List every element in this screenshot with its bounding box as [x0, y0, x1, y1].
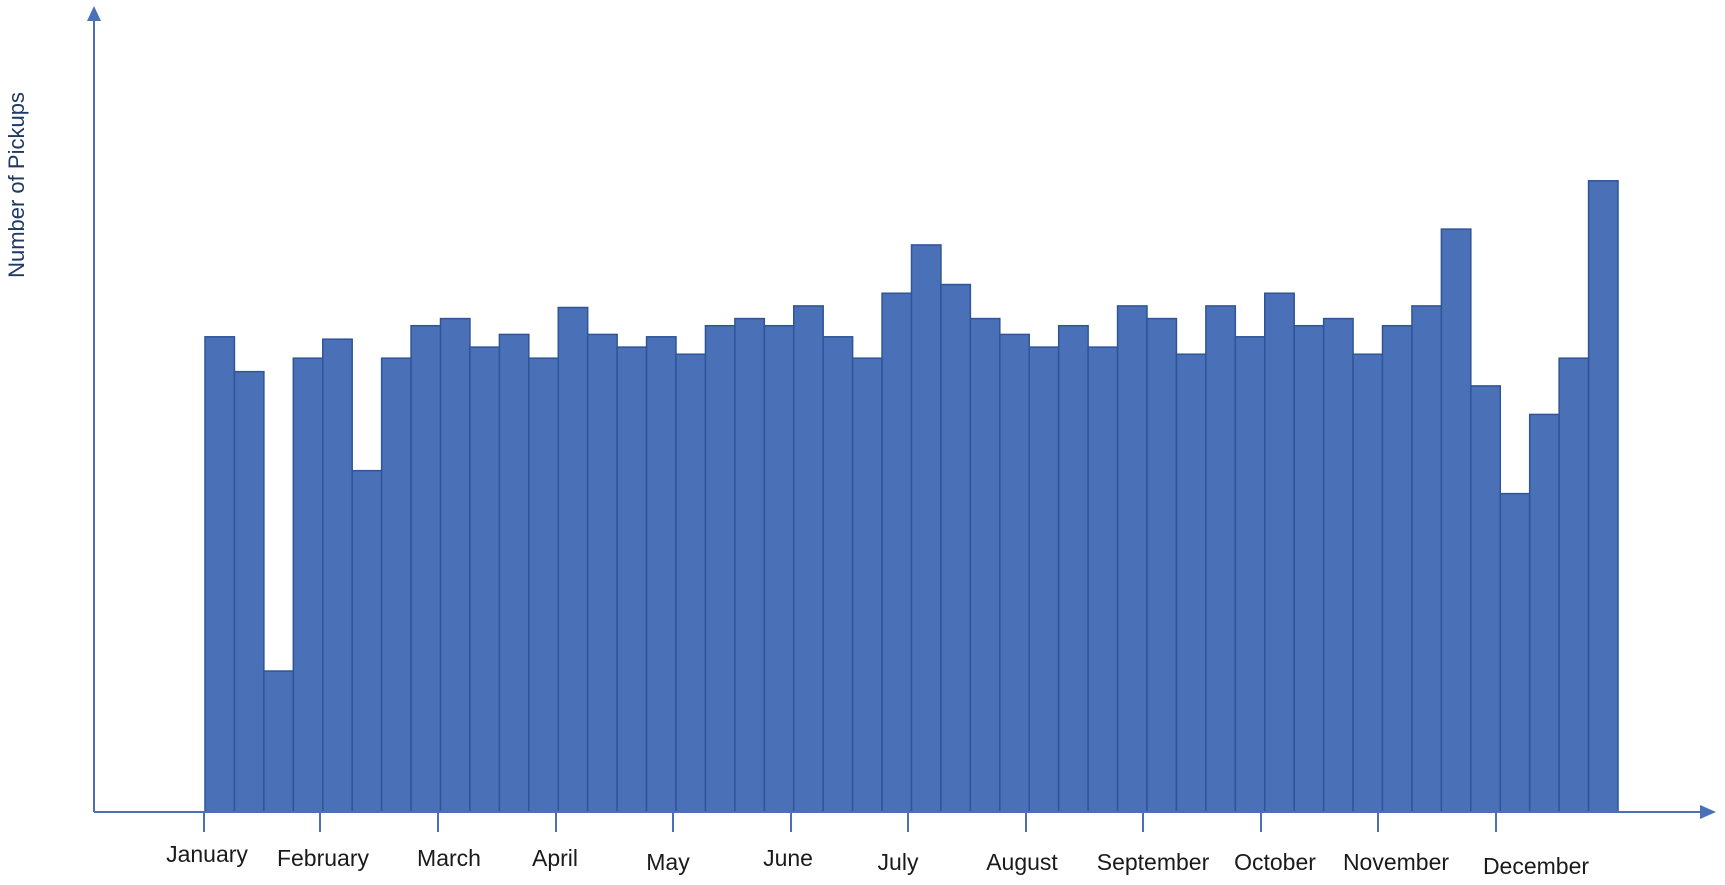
x-tick-label-november: November	[1343, 849, 1449, 875]
histogram-bar	[469, 346, 501, 813]
histogram-bar	[351, 469, 383, 813]
histogram-bar	[1528, 413, 1560, 813]
x-tick-label-march: March	[417, 845, 481, 871]
bars-group	[204, 180, 1619, 813]
histogram-bar	[822, 336, 854, 813]
histogram-bar	[586, 333, 618, 813]
histogram-bar	[1087, 346, 1119, 813]
x-tick-label-april: April	[532, 845, 578, 871]
histogram-bar	[263, 670, 295, 813]
histogram-bar	[704, 324, 736, 813]
histogram-bar	[1440, 228, 1472, 813]
histogram-bar	[969, 317, 1001, 813]
x-ticks-group	[203, 812, 1497, 832]
x-tick-label-january: January	[166, 841, 248, 867]
histogram-bar	[675, 353, 707, 813]
histogram-bar	[1264, 292, 1295, 813]
x-axis-arrow	[1700, 805, 1716, 819]
histogram-bar	[1470, 385, 1502, 813]
histogram-bar	[1558, 357, 1590, 813]
histogram-bar	[1205, 305, 1237, 813]
histogram-bar	[233, 370, 265, 813]
histogram-bar	[1028, 346, 1060, 813]
histogram-bar	[793, 305, 824, 813]
histogram-bar	[645, 336, 677, 813]
histogram-bar	[204, 336, 236, 813]
histogram-bar	[1146, 317, 1178, 813]
histogram-bar	[1116, 305, 1148, 813]
y-axis-arrow	[87, 6, 101, 21]
histogram-bar	[940, 283, 972, 813]
x-tick-labels-group: January February March April May June July Augu…	[166, 841, 1589, 879]
histogram-bar	[380, 357, 412, 813]
histogram-bar	[1411, 305, 1443, 813]
x-tick-label-august: August	[986, 849, 1058, 875]
histogram-bar	[734, 317, 766, 813]
histogram-bar	[322, 338, 353, 813]
histogram-bar	[498, 333, 530, 813]
histogram-bar	[881, 292, 913, 813]
histogram-bar	[851, 357, 883, 813]
histogram-bar	[439, 317, 471, 813]
histogram-bar	[616, 346, 648, 813]
histogram-bar	[1175, 353, 1207, 813]
histogram-bar	[1057, 324, 1089, 813]
y-axis-title: Number of Pickups	[4, 92, 29, 278]
histogram-bar	[1234, 336, 1266, 813]
x-tick-label-september: September	[1097, 849, 1210, 875]
x-tick-label-may: May	[646, 849, 690, 875]
histogram-bar	[1322, 317, 1354, 813]
histogram-bar	[763, 324, 795, 813]
x-tick-label-june: June	[763, 845, 813, 871]
x-tick-label-february: February	[277, 845, 370, 871]
histogram-bar	[1352, 353, 1384, 813]
histogram-bar	[1587, 180, 1619, 813]
x-tick-label-december: December	[1483, 853, 1589, 879]
histogram-bar	[410, 324, 442, 813]
x-tick-label-july: July	[878, 849, 919, 875]
histogram-bar	[1293, 324, 1325, 813]
histogram-bar	[1381, 324, 1413, 813]
histogram-bar	[999, 333, 1030, 813]
histogram-bar	[910, 244, 942, 813]
histogram-bar	[292, 357, 324, 813]
histogram-bar	[1499, 492, 1531, 813]
x-tick-label-october: October	[1234, 849, 1316, 875]
histogram-bar	[528, 357, 559, 813]
histogram-bar	[557, 306, 589, 813]
